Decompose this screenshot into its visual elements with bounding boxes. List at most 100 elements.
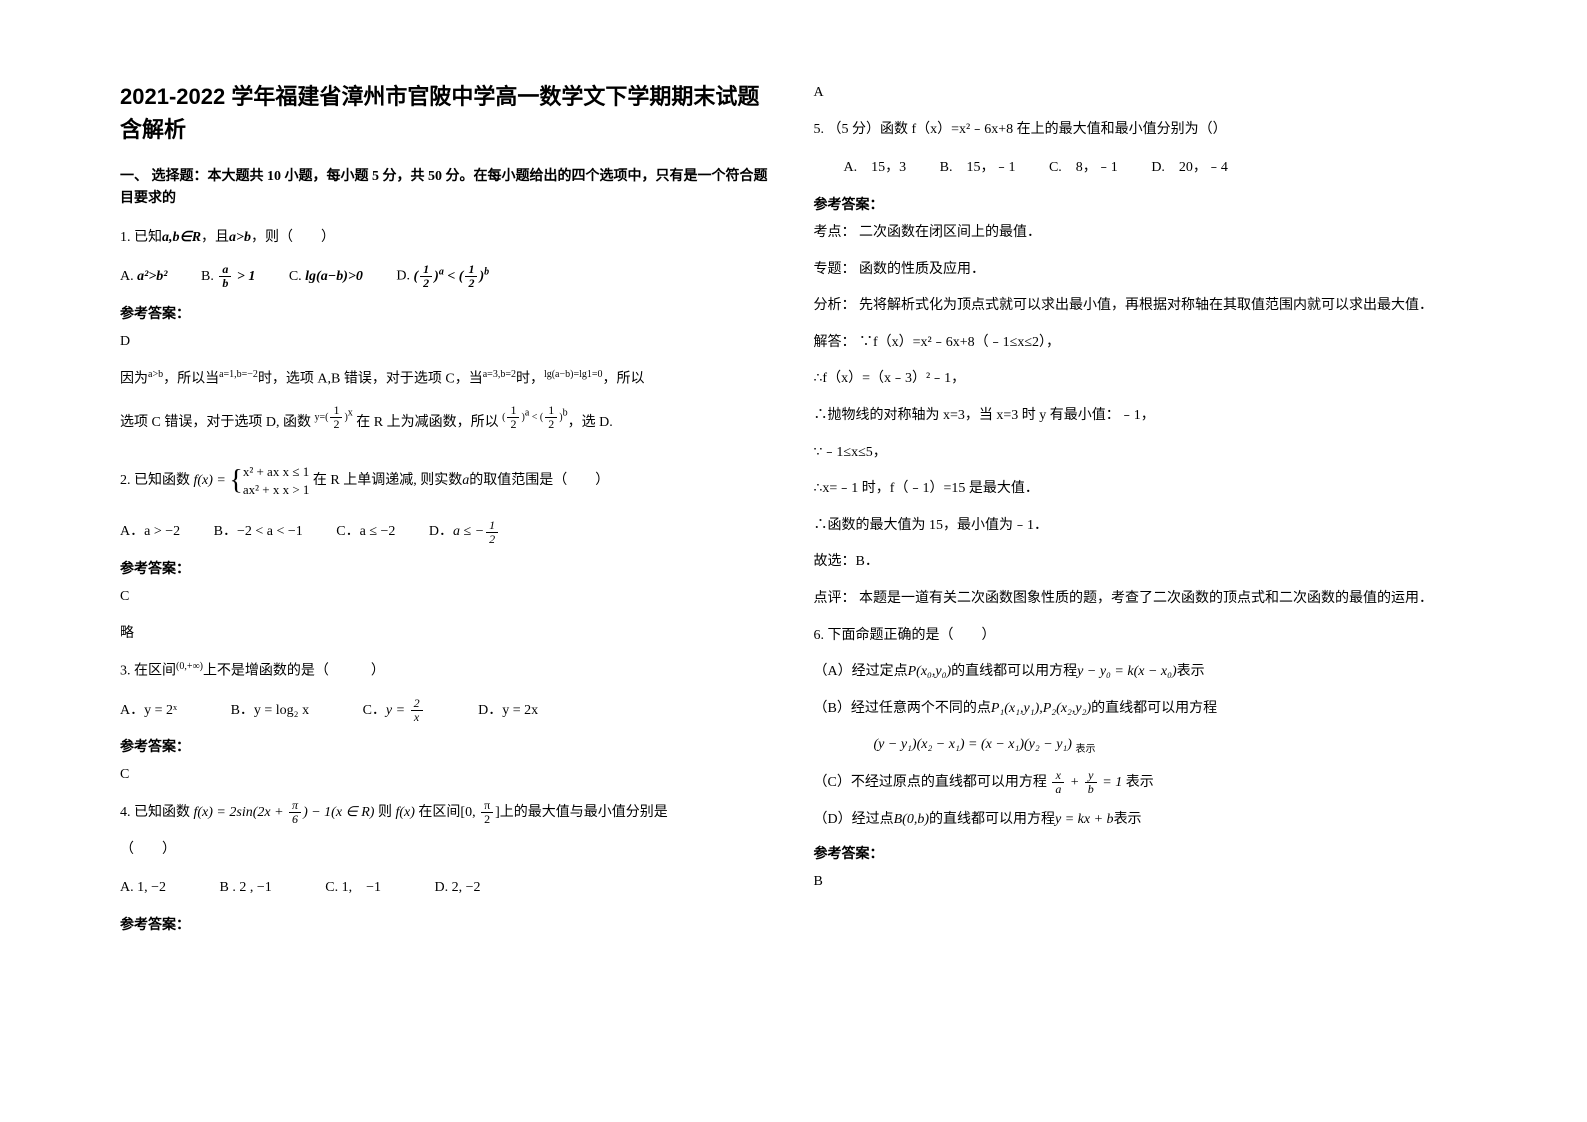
line: 考点： 二次函数在闭区间上的最值． (814, 220, 1468, 247)
math: a=3,b=2 (483, 369, 516, 380)
opt-c: C. 1, −1 (325, 873, 381, 904)
math: xa + yb = 1 (1050, 775, 1122, 790)
line: 故选：B． (814, 549, 1468, 576)
text: y = (386, 703, 409, 718)
opt-b-eq: (y − y₁)(x₂ − x₁) = (x − x₁)(y₂ − y₁) 表示 (814, 732, 1468, 759)
opt-d: （D）经过点B(0,b)的直线都可以用方程y = kx + b表示 (814, 807, 1468, 834)
den: 2 (507, 418, 519, 431)
den: b (1085, 783, 1097, 796)
text: 的取值范围是（ ） (469, 473, 609, 488)
opt-d: D．y = 2x (478, 696, 538, 727)
label: C． (363, 703, 386, 718)
text: 的直线都可以用方程 (951, 664, 1077, 679)
opt-d: D. (12)a < (12)b (396, 261, 489, 292)
math: P(x₀,y₀) (908, 664, 952, 679)
question-4-stem: 4. 已知函数 f(x) = 2sin(2x + π6) − 1(x ∈ R) … (120, 799, 774, 827)
text: ，所以当 (163, 372, 219, 387)
num: y (1085, 769, 1097, 783)
question-3-stem: 3. 在区间(0,+∞)上不是增函数的是（ ） (120, 657, 774, 685)
math: f(x) (395, 805, 414, 820)
question-2-stem: 2. 已知函数 f(x) = {x² + ax x ≤ 1ax² + x x >… (120, 454, 774, 507)
answer-label: 参考答案： (814, 843, 1468, 863)
line: 分析： 先将解析式化为顶点式就可以求出最小值，再根据对称轴在其取值范围内就可以求… (814, 293, 1468, 320)
row: ax² + x x > 1 (243, 481, 310, 499)
text: = 1 (1099, 775, 1122, 790)
den: 2 (486, 533, 498, 546)
explanation: 因为a>b，所以当a=1,b=−2时，选项 A,B 错误，对于选项 C，当a=3… (120, 365, 774, 393)
label: D. (396, 269, 413, 284)
opt-d: D. 2, −2 (434, 873, 480, 904)
opt-a: A. 15，3 (844, 153, 907, 184)
answer-letter: A (814, 80, 1468, 107)
question-2-options: A．a > −2 B．−2 < a < −1 C．a ≤ −2 D．a ≤ −1… (120, 517, 774, 548)
den: b (219, 277, 231, 290)
den: a (1052, 783, 1064, 796)
line: 点评： 本题是一道有关二次函数图象性质的题，考查了二次函数的顶点式和二次函数的最… (814, 586, 1468, 613)
math: (0,+∞) (176, 661, 203, 672)
question-1-stem: 1. 已知a,b∈R，且a>b，则（ ） (120, 225, 774, 252)
line: 专题： 函数的性质及应用． (814, 257, 1468, 284)
text: （C）不经过原点的直线都可以用方程 (814, 775, 1047, 790)
question-5-stem: 5. （5 分）函数 f（x）=x²﹣6x+8 在上的最大值和最小值分别为（） (814, 117, 1468, 144)
opt-b: B . 2 , −1 (220, 873, 272, 904)
opt-d: D．a ≤ −12 (429, 517, 500, 548)
math: ab > 1 (217, 269, 255, 284)
text: 的直线都可以用方程 (1091, 701, 1217, 716)
math: a>b (229, 230, 251, 245)
text: 的直线都可以用方程 (929, 812, 1055, 827)
text: 表示 (1114, 812, 1142, 827)
question-4-options: A. 1, −2 B . 2 , −1 C. 1, −1 D. 2, −2 (120, 873, 774, 904)
den: 2 (545, 418, 557, 431)
math: y = 2x (386, 703, 425, 718)
text: （B）经过任意两个不同的点 (814, 701, 991, 716)
opt-c: （C）不经过原点的直线都可以用方程 xa + yb = 1 表示 (814, 769, 1468, 797)
opt-b: （B）经过任意两个不同的点P₁(x₁,y₁),P₂(x₂,y₂)的直线都可以用方… (814, 696, 1468, 723)
page-title: 2021-2022 学年福建省漳州市官陂中学高一数学文下学期期末试题含解析 (120, 80, 774, 146)
section-heading: 一、 选择题：本大题共 10 小题，每小题 5 分，共 50 分。在每小题给出的… (120, 166, 774, 211)
opt-c: C. lg(a−b)>0 (289, 262, 363, 293)
num: π (289, 799, 301, 813)
text: （D）经过点 (814, 812, 894, 827)
opt-a: A．a > −2 (120, 517, 180, 548)
num: 1 (420, 263, 432, 277)
text: 4. 已知函数 (120, 805, 190, 820)
text: 时， (516, 372, 544, 387)
opt-c: C. 8，﹣1 (1049, 153, 1118, 184)
opt-c: C．a ≤ −2 (336, 517, 395, 548)
opt-c: C．y = 2x (363, 696, 425, 727)
num: 1 (507, 404, 519, 418)
num: x (1052, 769, 1064, 783)
answer-label: 参考答案： (120, 303, 774, 323)
den: 6 (289, 813, 301, 826)
answer-letter: C (120, 584, 774, 611)
label: D． (429, 524, 453, 539)
den: x (411, 711, 423, 724)
text: ) − 1(x ∈ R) (303, 805, 374, 820)
num: 1 (330, 404, 342, 418)
math: a ≤ −12 (453, 524, 500, 539)
text: ]上的最大值与最小值分别是 (495, 805, 668, 820)
text: ，且 (201, 230, 229, 245)
math: a²>b² (137, 269, 167, 284)
text: + (1066, 775, 1082, 790)
answer-extra: 略 (120, 621, 774, 648)
opt-a: A. a²>b² (120, 262, 168, 293)
opt-b: B．−2 < a < −1 (214, 517, 303, 548)
text: ，所以 (603, 372, 645, 387)
num: π (481, 799, 493, 813)
answer-label: 参考答案： (120, 914, 774, 934)
line: ∴f（x）=（x﹣3）²﹣1， (814, 366, 1468, 393)
opt-a: A. 1, −2 (120, 873, 166, 904)
blank: （ ） (120, 837, 774, 864)
math: lg(a−b)=lg1=0 (544, 369, 603, 380)
den: 2 (330, 418, 342, 431)
line: ∴x=﹣1 时，f（﹣1）=15 是最大值． (814, 476, 1468, 503)
num: 1 (545, 404, 557, 418)
math: P₁(x₁,y₁),P₂(x₂,y₂) (991, 701, 1091, 716)
label: C. (289, 269, 305, 284)
math: y = kx + b (1055, 812, 1114, 827)
opt-d: D. 20，﹣4 (1151, 153, 1228, 184)
answer-label: 参考答案： (120, 736, 774, 756)
math: (12)a < (12)b (413, 269, 489, 284)
answer-letter: B (814, 869, 1468, 896)
